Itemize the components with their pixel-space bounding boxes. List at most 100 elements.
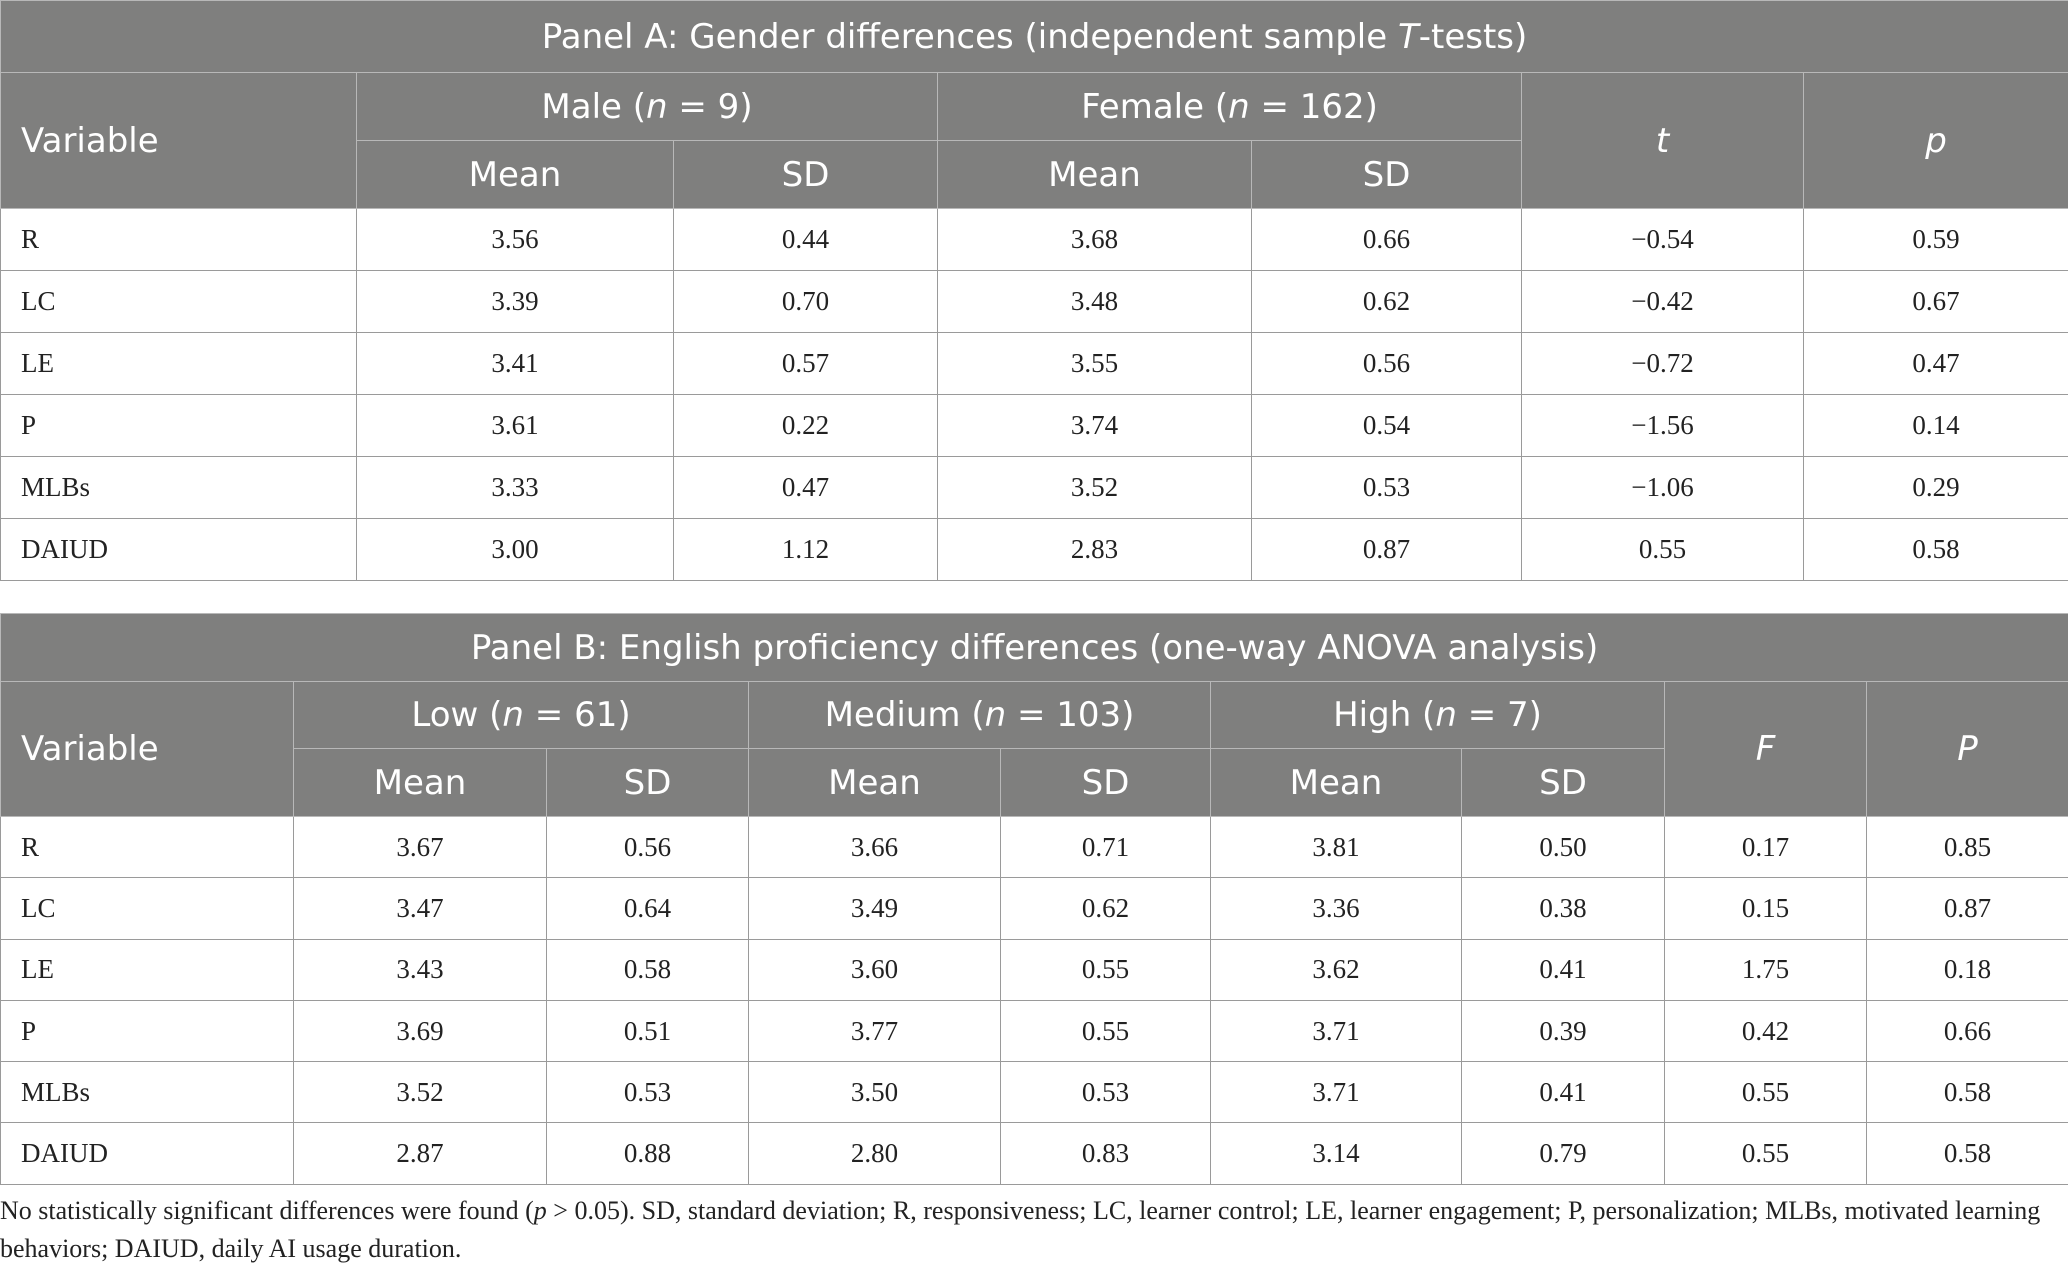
cell: 0.64 (546, 877, 749, 940)
cell: 0.53 (1251, 456, 1522, 519)
cell: 3.33 (356, 456, 674, 519)
cell: 0.47 (1802, 332, 2068, 395)
text-segment: = 162) (1249, 86, 1378, 127)
cell: 0.15 (1664, 877, 1867, 940)
cell: 3.52 (937, 456, 1252, 519)
data-row: LC 3.47 0.64 3.49 0.62 3.36 0.38 0.15 0.87 (0, 877, 2068, 940)
text-segment: No statistically significant differences… (0, 1196, 534, 1225)
text-segment: T (1397, 16, 1419, 57)
cell: −1.06 (1521, 456, 1804, 519)
cell: 3.74 (937, 394, 1252, 457)
data-row: P 3.69 0.51 3.77 0.55 3.71 0.39 0.42 0.66 (0, 999, 2068, 1063)
cell: 0.58 (1865, 1061, 2068, 1124)
cell: 0.41 (1461, 1061, 1665, 1124)
cell: 3.66 (748, 815, 1001, 879)
cell: 0.44 (673, 208, 938, 271)
row-label: LE (0, 938, 294, 1001)
cell: 0.55 (1000, 938, 1211, 1001)
cell: 0.85 (1865, 815, 2068, 879)
cell: 0.70 (673, 270, 938, 333)
cell: 3.62 (1210, 938, 1462, 1001)
panel-title: Panel A: Gender differences (independent… (0, 0, 2068, 73)
cell: 0.62 (1000, 877, 1211, 940)
group-header: Low (n = 61) (293, 681, 749, 749)
cell: 0.66 (1865, 999, 2068, 1063)
cell: 3.61 (356, 394, 674, 457)
subheader: Mean (748, 748, 1001, 817)
text-segment: n (984, 695, 1007, 735)
subheader: SD (1251, 140, 1522, 209)
cell: 0.53 (1000, 1061, 1211, 1124)
row-label: MLBs (0, 456, 357, 519)
cell: 0.55 (1664, 1122, 1867, 1185)
cell: 3.69 (293, 999, 547, 1063)
cell: 0.66 (1251, 208, 1522, 271)
cell: 0.22 (673, 394, 938, 457)
subheader: SD (1461, 748, 1665, 817)
cell: 0.71 (1000, 815, 1211, 879)
subheader: Mean (293, 748, 547, 817)
cell: 0.87 (1251, 518, 1522, 581)
cell: 0.39 (1461, 999, 1665, 1063)
cell: 3.39 (356, 270, 674, 333)
cell: 0.57 (673, 332, 938, 395)
stat-header: p (1802, 72, 2068, 209)
text-segment: = 7) (1456, 695, 1542, 735)
panel-title: Panel B: English proficiency differences… (0, 613, 2068, 682)
text-segment: n (502, 695, 524, 735)
cell: 0.83 (1000, 1122, 1211, 1185)
cell: 0.47 (673, 456, 938, 519)
row-label: R (0, 208, 357, 271)
cell: 3.68 (937, 208, 1252, 271)
text-segment: Female ( (1081, 86, 1229, 127)
row-label: MLBs (0, 1061, 294, 1124)
cell: 3.81 (1210, 815, 1462, 879)
text-segment: -tests) (1418, 16, 1528, 57)
cell: 3.49 (748, 877, 1001, 940)
text-segment: > 0.05). SD, standard deviation; R, resp… (0, 1196, 2041, 1263)
subheader: SD (1000, 748, 1211, 817)
cell: 0.41 (1461, 938, 1665, 1001)
stat-header: P (1865, 681, 2068, 817)
group-header: Medium (n = 103) (748, 681, 1211, 749)
row-label: LC (0, 270, 357, 333)
subheader-row: Mean SD Mean SD Mean SD (1, 748, 2068, 817)
cell: 0.29 (1802, 456, 2068, 519)
cell: 3.41 (356, 332, 674, 395)
cell: 0.50 (1461, 815, 1665, 879)
title-row: Panel B: English proficiency differences… (0, 613, 2068, 682)
subheader: Mean (356, 140, 674, 209)
cell: 3.47 (293, 877, 547, 940)
text-segment: = 103) (1006, 695, 1135, 735)
cell: −0.72 (1521, 332, 1804, 395)
cell: 3.48 (937, 270, 1252, 333)
cell: 3.50 (748, 1061, 1001, 1124)
cell: 0.88 (546, 1122, 749, 1185)
data-row: LE 3.41 0.57 3.55 0.56 −0.72 0.47 (0, 332, 2068, 395)
title-row: Panel A: Gender differences (independent… (0, 0, 2068, 73)
cell: 3.36 (1210, 877, 1462, 940)
cell: 0.56 (1251, 332, 1522, 395)
data-row: LE 3.43 0.58 3.60 0.55 3.62 0.41 1.75 0.18 (0, 938, 2068, 1001)
subheader: SD (673, 140, 938, 209)
header-row: Variable Male (n = 9) Female (n = 162) t p (0, 72, 2068, 209)
cell: 0.58 (1865, 1122, 2068, 1185)
cell: 3.14 (1210, 1122, 1462, 1185)
cell: 3.55 (937, 332, 1252, 395)
text-segment: n (1435, 695, 1457, 735)
data-row: LC 3.39 0.70 3.48 0.62 −0.42 0.67 (0, 270, 2068, 333)
cell: 0.62 (1251, 270, 1522, 333)
data-row: R 3.67 0.56 3.66 0.71 3.81 0.50 0.17 0.85 (0, 815, 2068, 879)
header-row: Variable Low (n = 61) Medium (n = 103) High… (0, 681, 2068, 817)
data-row: DAIUD 2.87 0.88 2.80 0.83 3.14 0.79 0.55 0.58 (0, 1122, 2068, 1185)
text-segment: High ( (1333, 695, 1436, 735)
text-segment: n (1228, 86, 1250, 127)
cell: −0.54 (1521, 208, 1804, 271)
cell: 0.55 (1521, 518, 1804, 581)
footnote: No statistically significant differences… (0, 1192, 2060, 1268)
cell: 0.59 (1802, 208, 2068, 271)
cell: 0.79 (1461, 1122, 1665, 1185)
row-label: P (0, 394, 357, 457)
header-cell: Variable (0, 681, 294, 817)
